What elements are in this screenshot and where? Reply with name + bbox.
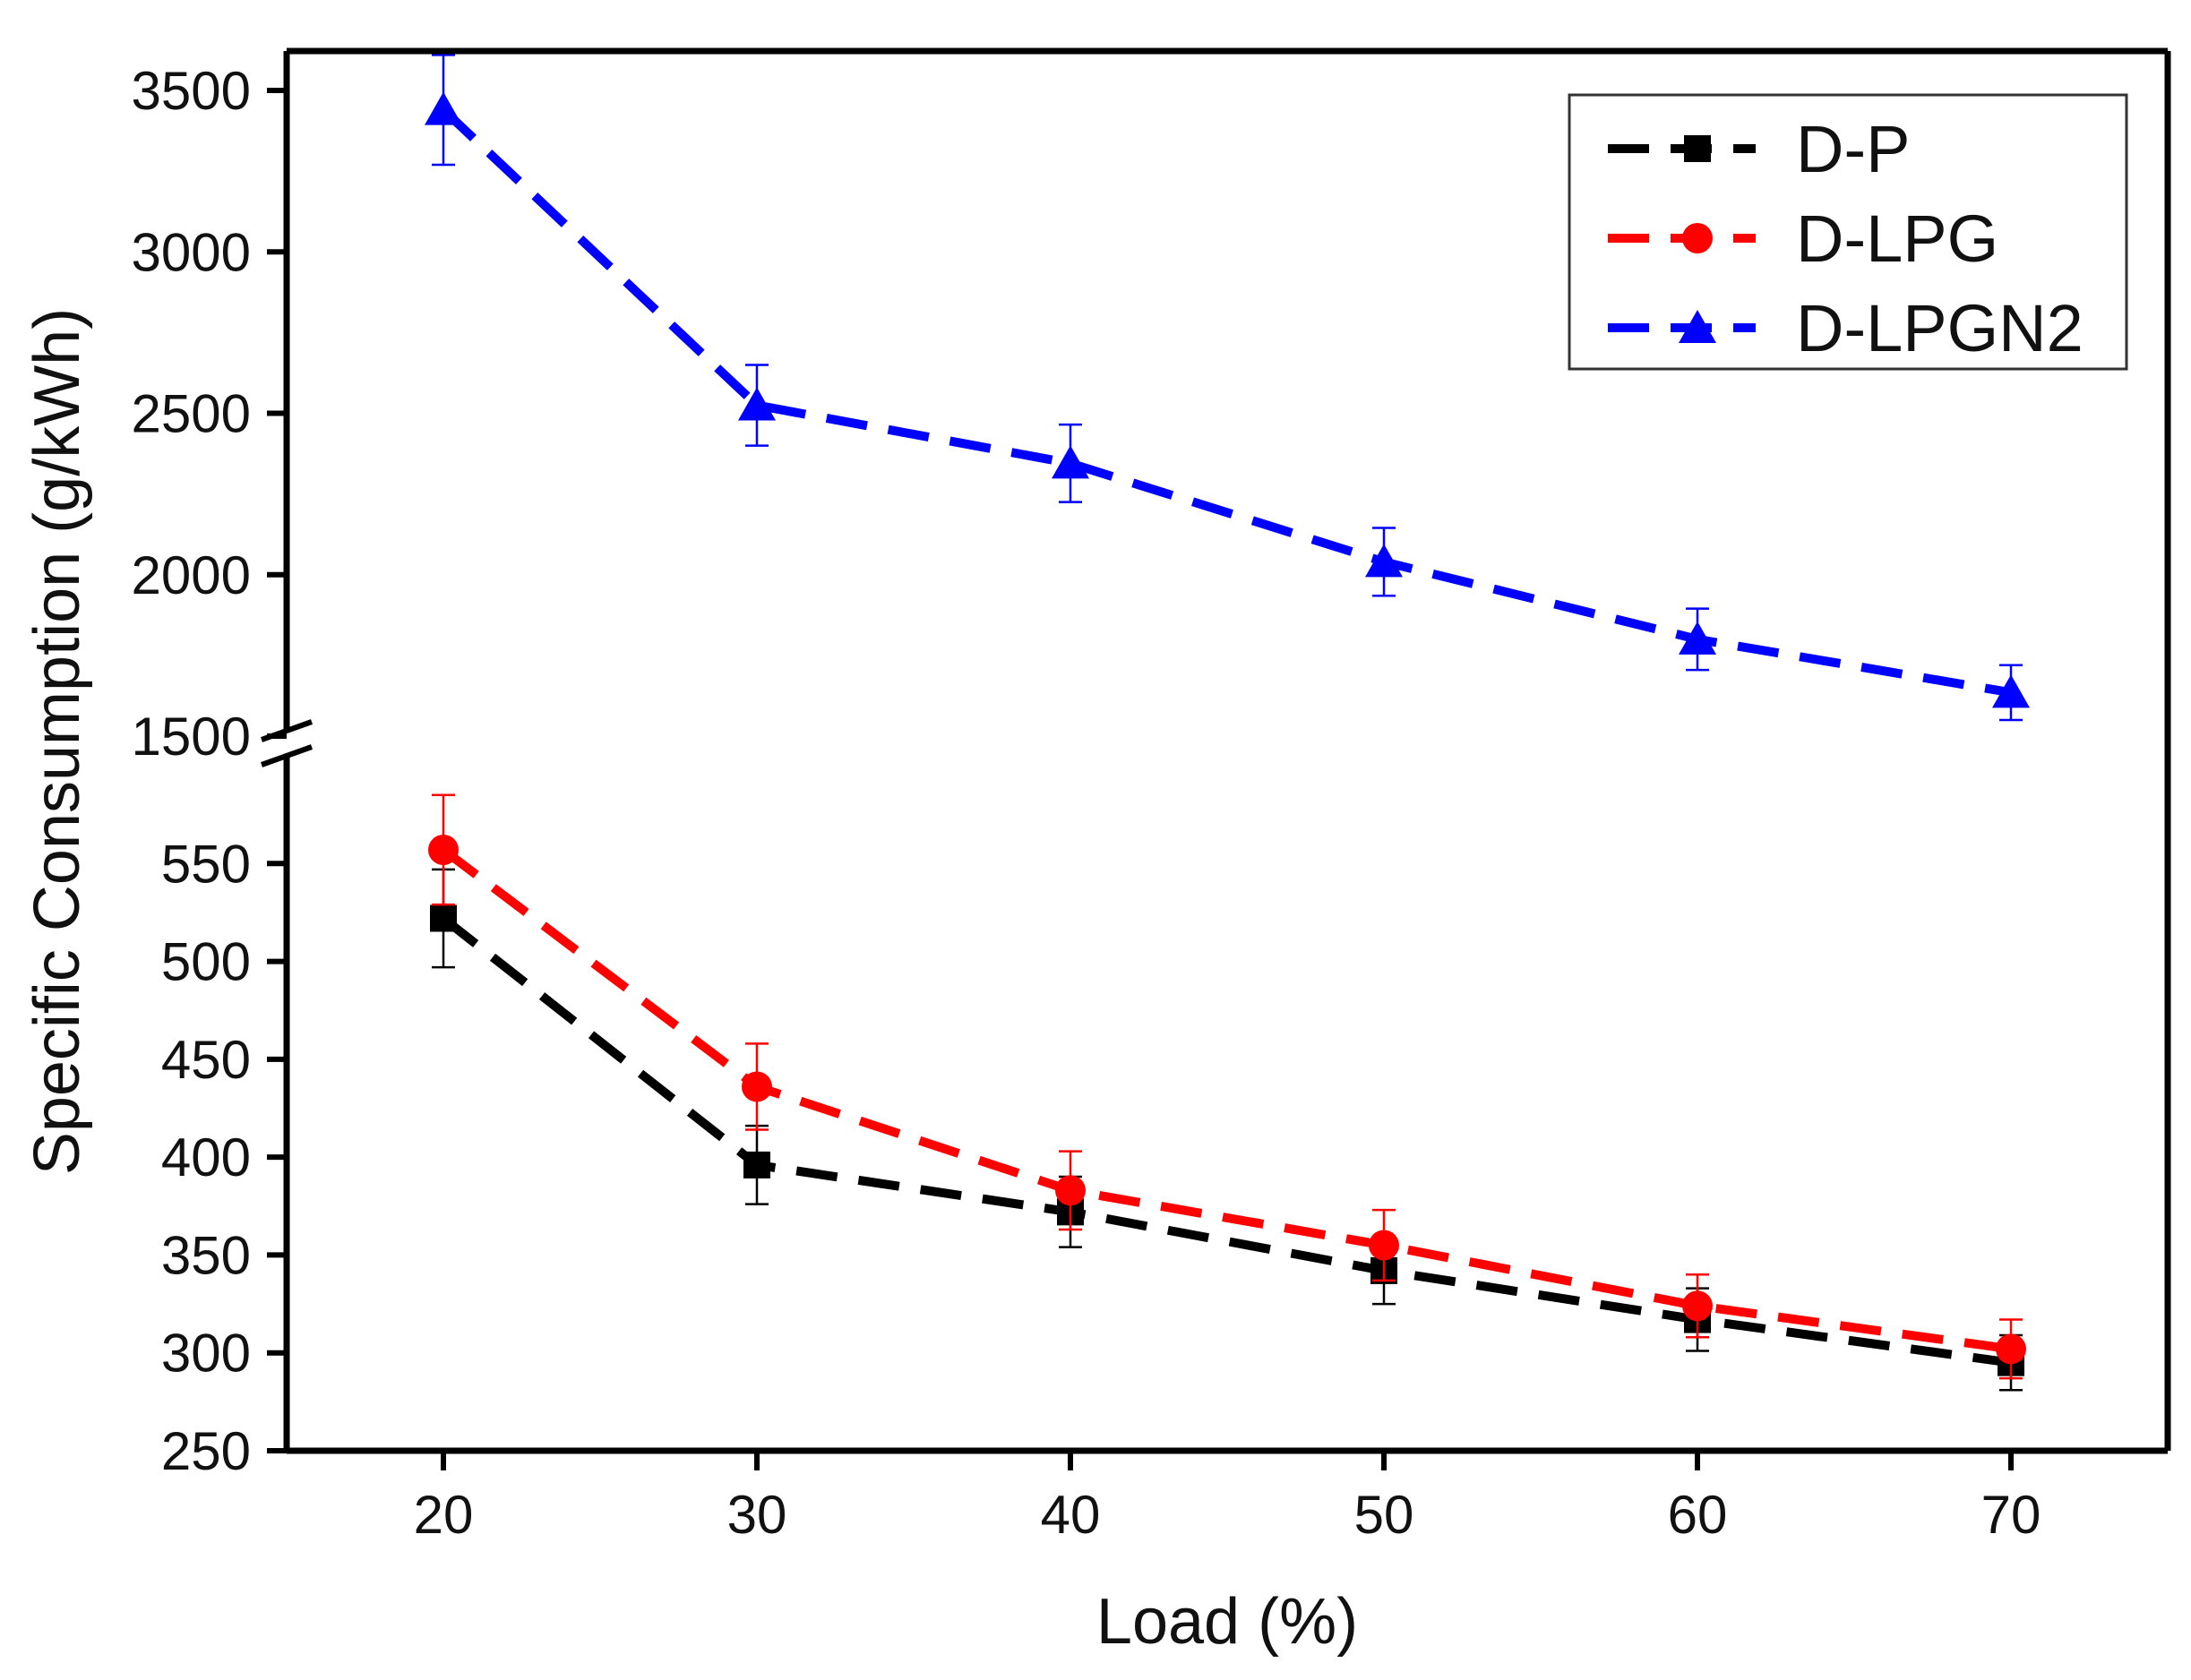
series-line-d-lpg	[440, 845, 2012, 1354]
y-lower-tick-label: 550	[161, 834, 251, 894]
data-point-d-lpg	[1055, 1175, 1086, 1206]
legend-marker-d-lpgn2	[1679, 310, 1716, 343]
data-point-d-lpg	[1996, 1333, 2026, 1365]
data-point-d-lpg	[742, 1071, 772, 1102]
data-point-d-p	[430, 904, 457, 932]
y-lower-tick-label: 400	[161, 1127, 251, 1187]
x-tick-label: 70	[1981, 1485, 2041, 1545]
y-lower-tick-label: 450	[161, 1030, 251, 1090]
y-upper-tick-label: 1500	[132, 707, 251, 767]
data-point-d-lpg	[428, 834, 459, 865]
x-tick-label: 30	[727, 1485, 787, 1545]
legend-label-d-lpg: D-LPG	[1796, 201, 1998, 276]
data-point-d-p	[743, 1151, 770, 1179]
legend-label-d-p: D-P	[1796, 112, 1910, 186]
series-line-d-p	[440, 914, 2012, 1367]
legend-marker-d-p	[1684, 135, 1711, 162]
y-upper-tick-label: 2000	[132, 545, 251, 605]
legend-label-d-lpgn2: D-LPGN2	[1796, 291, 2084, 365]
legend-box	[1568, 93, 2128, 371]
series-layer	[425, 54, 2030, 1392]
data-point-d-lpg	[1369, 1230, 1399, 1261]
data-point-d-lpg	[1682, 1290, 1713, 1322]
x-axis-title: Load (%)	[1096, 1586, 1358, 1658]
y-lower-tick-label: 350	[161, 1225, 251, 1285]
y-lower-tick-label: 500	[161, 932, 251, 992]
series-line-d-lpgn2	[440, 107, 2012, 698]
legend-marker-d-lpg	[1682, 223, 1713, 253]
data-point-d-lpgn2	[1992, 674, 2030, 708]
axis-break-mark-lower	[260, 744, 314, 767]
x-tick-label: 60	[1668, 1485, 1728, 1545]
legend-items	[1608, 135, 1756, 343]
data-point-d-lpgn2	[1679, 621, 1716, 655]
ticks-layer: 20 30 40 50 60 70 250 300 350 400 450 500 550 1500 200…	[132, 61, 2041, 1545]
y-upper-tick-label: 2500	[132, 384, 251, 444]
series-d-lpgn2	[425, 54, 2030, 722]
axes-layer	[260, 47, 2171, 1454]
y-upper-tick-label: 3500	[132, 61, 251, 121]
data-point-d-lpgn2	[1365, 544, 1403, 578]
legend: D-P D-LPG D-LPGN2	[1568, 93, 2128, 371]
data-point-d-lpgn2	[425, 91, 462, 125]
y-upper-tick-label: 3000	[132, 222, 251, 282]
y-axis-title: Specific Consumption (g/kWh)	[21, 308, 93, 1175]
data-point-d-lpgn2	[738, 387, 776, 421]
x-tick-label: 50	[1354, 1485, 1414, 1545]
data-point-d-lpgn2	[1052, 445, 1089, 479]
x-tick-label: 20	[414, 1485, 474, 1545]
y-lower-tick-label: 300	[161, 1324, 251, 1384]
series-d-lpg	[428, 793, 2026, 1380]
x-tick-label: 40	[1041, 1485, 1101, 1545]
y-lower-tick-label: 250	[161, 1421, 251, 1481]
